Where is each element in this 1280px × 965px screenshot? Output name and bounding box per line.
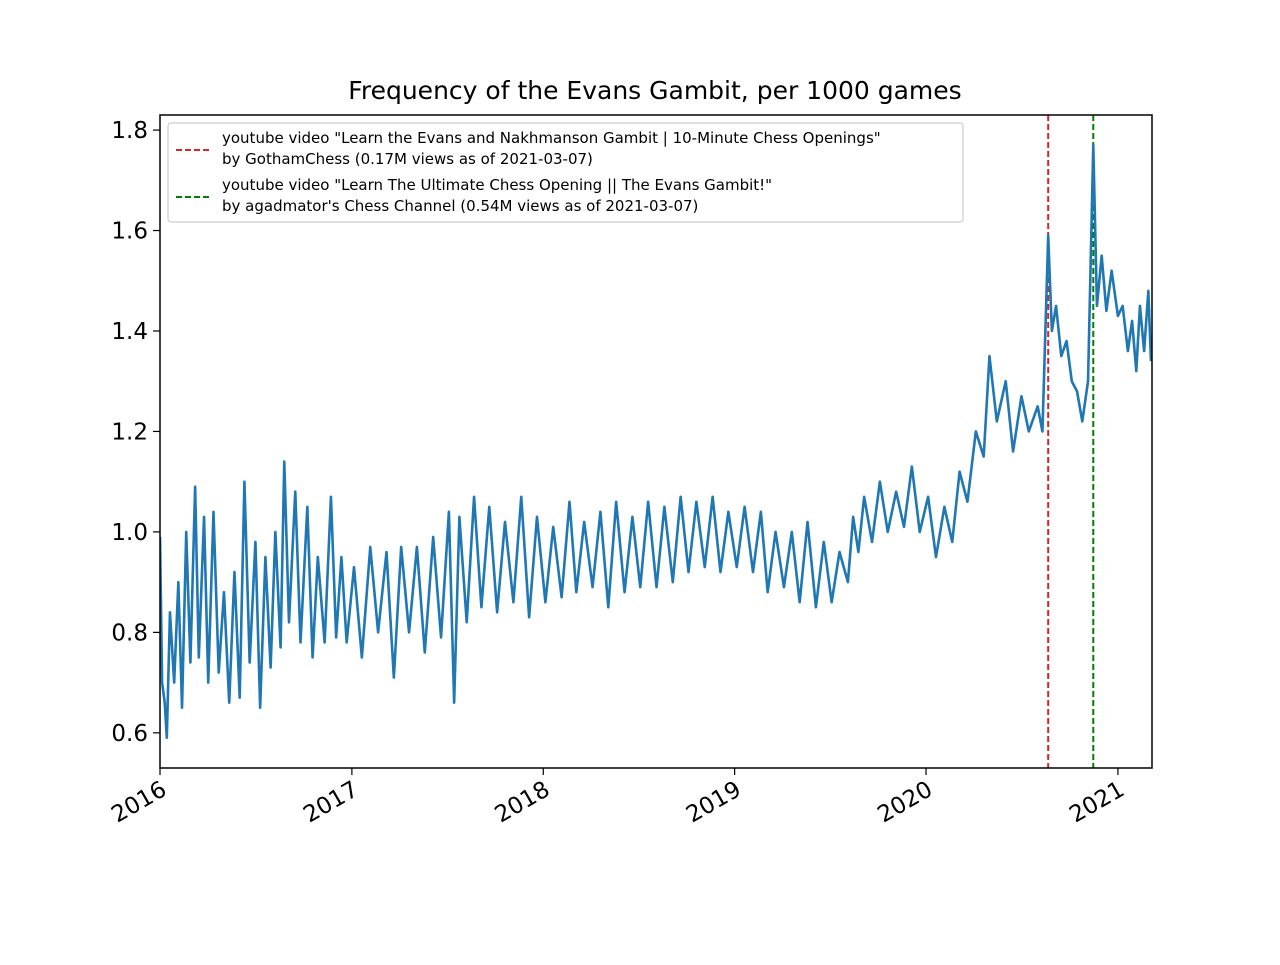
x-tick-label: 2016 (107, 777, 171, 829)
series-line-0 (160, 143, 1152, 740)
legend-entry-2-line-2: by agadmator's Chess Channel (0.54M view… (222, 197, 698, 215)
y-tick-label: 1.4 (111, 319, 148, 345)
legend: youtube video "Learn the Evans and Nakhm… (167, 122, 964, 223)
y-tick-label: 1.2 (111, 419, 148, 445)
y-tick-label: 0.6 (111, 721, 148, 747)
x-tick-label: 2017 (299, 777, 363, 829)
chart-title: Frequency of the Evans Gambit, per 1000 … (348, 76, 961, 105)
y-axis: 0.6 0.8 1.0 1.2 1.4 1.6 1.8 (111, 118, 160, 747)
legend-entry-1-line-2: by GothamChess (0.17M views as of 2021-0… (222, 150, 593, 168)
legend-entry-1-line-1: youtube video "Learn the Evans and Nakhm… (222, 129, 881, 147)
x-axis: 2016 2017 2018 2019 2020 2021 (107, 768, 1129, 828)
x-tick-label: 2021 (1065, 777, 1129, 829)
y-tick-label: 1.8 (111, 118, 148, 144)
legend-entry-2-line-1: youtube video "Learn The Ultimate Chess … (222, 176, 772, 194)
x-tick-label: 2020 (873, 777, 937, 829)
legend-box (167, 122, 964, 223)
y-tick-label: 1.0 (111, 520, 148, 546)
x-tick-label: 2019 (682, 777, 746, 829)
video-marker-lines (1047, 115, 1095, 768)
plot-area-frame (159, 114, 1153, 769)
y-tick-label: 0.8 (111, 620, 148, 646)
series-layer (160, 143, 1152, 740)
x-tick-label: 2018 (491, 777, 555, 829)
y-tick-label: 1.6 (111, 219, 148, 245)
